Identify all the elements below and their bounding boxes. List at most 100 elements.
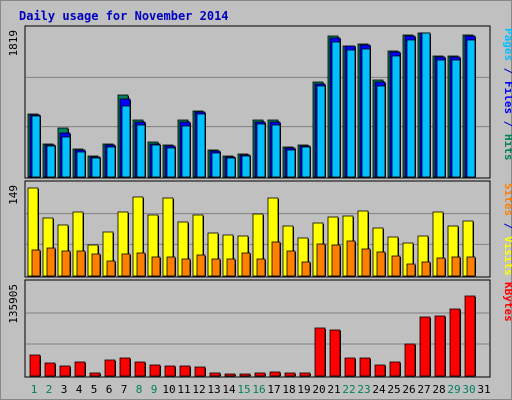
bar-sites: [421, 261, 431, 277]
bar-pages: [316, 85, 326, 178]
middle-max-label: 149: [7, 185, 20, 205]
bar-sites: [226, 258, 236, 277]
bar-pages: [286, 149, 296, 178]
bar-sites: [301, 261, 311, 277]
bar-kbytes: [209, 372, 221, 377]
bar-pages: [106, 146, 116, 178]
bar-kbytes: [329, 329, 341, 377]
bar-sites: [391, 255, 401, 277]
bar-pages: [436, 59, 446, 178]
bar-sites: [46, 247, 56, 277]
middle-series-label-part: Sites: [502, 183, 512, 216]
bar-sites: [61, 250, 71, 277]
bar-kbytes: [104, 359, 116, 377]
x-tick-label: 26: [402, 383, 415, 396]
x-tick-label: 9: [151, 383, 158, 396]
bar-kbytes: [149, 364, 161, 377]
bar-pages: [46, 145, 56, 178]
bar-pages: [226, 157, 236, 178]
bar-kbytes: [284, 372, 296, 377]
bar-sites: [241, 252, 251, 277]
bar-pages: [91, 157, 101, 178]
bar-sites: [166, 256, 176, 277]
bar-sites: [346, 240, 356, 277]
bar-pages: [76, 151, 86, 178]
x-tick-label: 27: [417, 383, 430, 396]
x-tick-label: 12: [192, 383, 205, 396]
bar-pages: [391, 55, 401, 178]
bar-kbytes: [404, 343, 416, 377]
x-tick-label: 17: [267, 383, 280, 396]
chart-title: Daily usage for November 2014: [19, 9, 229, 23]
bar-pages: [61, 136, 71, 178]
bar-pages: [211, 152, 221, 178]
bar-kbytes: [239, 373, 251, 377]
middle-series-label-part: /: [502, 216, 512, 236]
middle-series-label: Sites / Visits: [502, 183, 512, 276]
bar-kbytes: [434, 315, 446, 377]
x-tick-label: 5: [91, 383, 98, 396]
x-tick-label: 8: [136, 383, 143, 396]
x-tick-label: 11: [177, 383, 190, 396]
x-tick-label: 13: [207, 383, 220, 396]
bar-kbytes: [164, 365, 176, 377]
bar-pages: [121, 105, 131, 178]
bar-sites: [121, 253, 131, 277]
bar-sites: [136, 252, 146, 277]
bar-kbytes: [179, 365, 191, 377]
bar-sites: [196, 254, 206, 277]
bar-sites: [211, 258, 221, 277]
x-tick-label: 28: [432, 383, 445, 396]
x-tick-label: 24: [372, 383, 386, 396]
bar-pages: [361, 48, 371, 178]
bar-pages: [346, 49, 356, 178]
bar-kbytes: [269, 371, 281, 377]
x-tick-label: 16: [252, 383, 265, 396]
bottom-max-label: 135905: [7, 284, 20, 324]
bar-sites: [286, 250, 296, 277]
x-tick-label: 22: [342, 383, 355, 396]
bar-pages: [421, 32, 431, 178]
bar-kbytes: [449, 308, 461, 377]
x-tick-label: 3: [61, 383, 68, 396]
bar-pages: [406, 39, 416, 178]
x-tick-label: 23: [357, 383, 370, 396]
top-series-label-part: Hits: [502, 134, 512, 161]
bar-pages: [181, 125, 191, 178]
bar-kbytes: [29, 354, 41, 377]
bar-pages: [151, 144, 161, 178]
x-tick-label: 20: [312, 383, 325, 396]
bar-sites: [76, 250, 86, 277]
bar-kbytes: [44, 362, 56, 377]
bar-kbytes: [419, 316, 431, 377]
bar-kbytes: [89, 372, 101, 377]
x-tick-label: 21: [327, 383, 340, 396]
bar-kbytes: [344, 357, 356, 377]
x-tick-label: 29: [447, 383, 460, 396]
bar-sites: [316, 243, 326, 277]
bar-kbytes: [194, 366, 206, 377]
top-series-label-part: Files: [502, 81, 512, 114]
bar-sites: [436, 257, 446, 277]
x-tick-label: 31: [477, 383, 490, 396]
bar-pages: [271, 124, 281, 178]
x-tick-label: 6: [106, 383, 113, 396]
bar-kbytes: [389, 361, 401, 377]
bar-kbytes: [59, 365, 71, 377]
bar-sites: [406, 263, 416, 277]
x-tick-label: 4: [76, 383, 83, 396]
top-series-label: Pages / Files / Hits: [502, 28, 512, 161]
bar-kbytes: [224, 373, 236, 377]
bar-sites: [331, 244, 341, 277]
bar-kbytes: [464, 295, 476, 377]
bar-sites: [151, 256, 161, 277]
bar-pages: [196, 113, 206, 178]
x-tick-label: 19: [297, 383, 310, 396]
bar-sites: [376, 251, 386, 277]
bar-kbytes: [314, 327, 326, 377]
x-tick-label: 18: [282, 383, 295, 396]
x-tick-label: 2: [46, 383, 53, 396]
bar-kbytes: [374, 364, 386, 377]
bar-kbytes: [134, 361, 146, 377]
